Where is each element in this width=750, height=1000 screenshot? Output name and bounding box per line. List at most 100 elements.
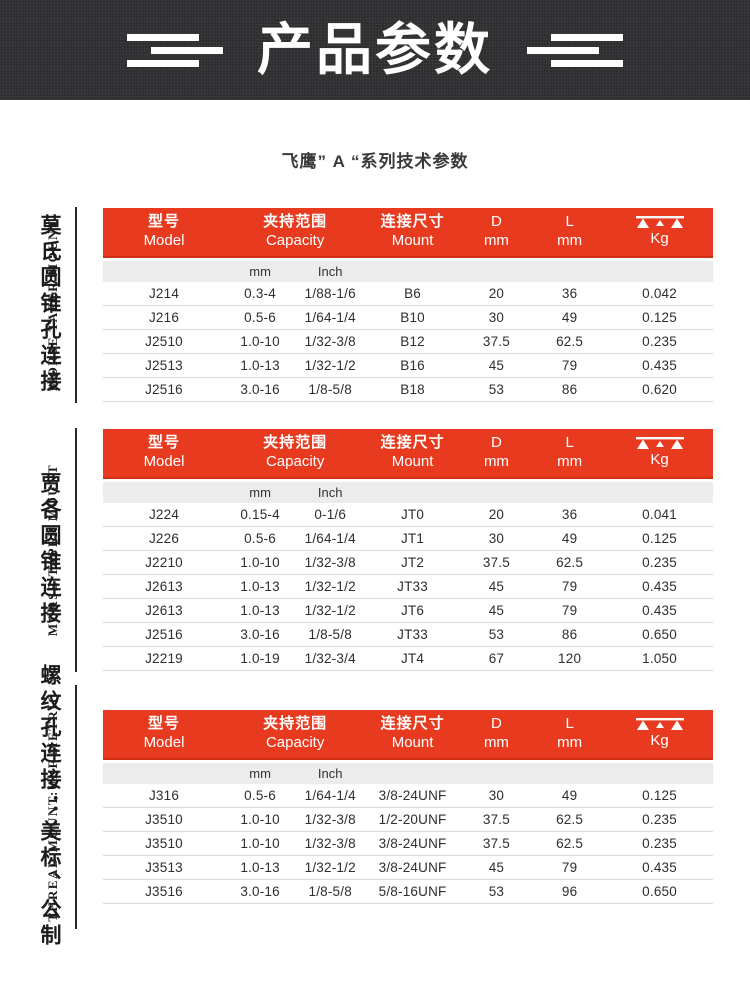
table-body: J224 0.15-4 0-1/6 JT0 20 36 0.041 J226 0.5-6 1/64…	[103, 503, 713, 671]
table-cell: 0.235	[642, 555, 677, 570]
table-cell: 1.0-13	[240, 358, 280, 373]
table-cell: 79	[561, 358, 578, 373]
table-cell: 45	[488, 579, 505, 594]
table-cell: 1/32-1/2	[304, 603, 356, 618]
table-cell: 1/64-1/4	[304, 310, 356, 325]
table-cell: 0.620	[642, 382, 677, 397]
table-row: J3510 1.0-10 1/32-3/8 1/2-20UNF 37.5 62.5 0.23…	[103, 808, 713, 832]
table-cell: B18	[400, 382, 425, 397]
header-model: 型号 Model	[143, 434, 185, 470]
triple-lines-icon	[127, 33, 223, 67]
table-cell: JT2	[401, 555, 425, 570]
table-cell: J224	[148, 507, 180, 522]
table-cell: 1.0-10	[240, 836, 280, 851]
table-cell: 0.235	[642, 812, 677, 827]
table-cell: 67	[488, 651, 505, 666]
table-cell: 62.5	[556, 334, 584, 349]
table-row: J2219 1.0-19 1/32-3/4 JT4 67 120 1.050	[103, 647, 713, 671]
unit-mm: mm	[249, 766, 271, 781]
table-cell: B12	[400, 334, 425, 349]
table-cell: 0.435	[642, 579, 677, 594]
table-cell: J2210	[145, 555, 183, 570]
table-cell: 0.125	[642, 788, 677, 803]
table-row: J226 0.5-6 1/64-1/4 JT1 30 49 0.125	[103, 527, 713, 551]
table-row: J2510 1.0-10 1/32-3/8 B12 37.5 62.5 0.235	[103, 330, 713, 354]
table-cell: JT33	[397, 579, 428, 594]
triple-lines-icon	[527, 33, 623, 67]
table-row: J3513 1.0-13 1/32-1/2 3/8-24UNF 45 79 0.435	[103, 856, 713, 880]
header-capacity: 夹持范围 Capacity	[263, 213, 328, 249]
table-cell: 1/32-1/2	[304, 860, 356, 875]
table-cell: JT0	[401, 507, 425, 522]
table-cell: 0.041	[642, 507, 677, 522]
header-kg: Kg	[606, 215, 713, 249]
table-cell: 45	[488, 860, 505, 875]
table-cell: J2613	[145, 603, 183, 618]
unit-inch: Inch	[317, 485, 343, 500]
table-cell: 49	[561, 531, 578, 546]
table-cell: 45	[488, 358, 505, 373]
table-cell: B16	[400, 358, 425, 373]
table-cell: 1/32-3/8	[304, 812, 356, 827]
table-cell: 45	[488, 603, 505, 618]
table-cell: 86	[561, 627, 578, 642]
table-cell: 1.0-19	[240, 651, 280, 666]
header-mount: 连接尺寸 Mount	[380, 213, 445, 249]
page-title: 产品参数	[257, 18, 493, 81]
section-label-rail: 贾各圆锥连接 MORSE TAPER MOUNT	[0, 428, 103, 672]
table-cell: 0.650	[642, 627, 677, 642]
table-cell: 0.650	[642, 884, 677, 899]
table-cell: 1/64-1/4	[304, 531, 356, 546]
balance-scale-icon	[635, 717, 684, 730]
table-cell: 0.5-6	[244, 531, 276, 546]
header-kg: Kg	[606, 436, 713, 470]
table-section-morse-taper: 莫氏圆锥孔连接 MORSE TAPER MOUNT 型号 Model 夹持范围 Ca…	[0, 207, 750, 403]
table-row: J2210 1.0-10 1/32-3/8 JT2 37.5 62.5 0.235	[103, 551, 713, 575]
table-cell: 20	[488, 286, 505, 301]
table-cell: 1/32-3/4	[304, 651, 356, 666]
table-row: J3516 3.0-16 1/8-5/8 5/8-16UNF 53 96 0.650	[103, 880, 713, 904]
table-cell: 62.5	[556, 555, 584, 570]
table-cell: 0.235	[642, 334, 677, 349]
table-cell: 3.0-16	[240, 627, 280, 642]
table-cell: 1/32-3/8	[304, 836, 356, 851]
unit-inch: Inch	[317, 766, 343, 781]
table-cell: 1/32-1/2	[304, 358, 356, 373]
table-row: J216 0.5-6 1/64-1/4 B10 30 49 0.125	[103, 306, 713, 330]
table-cell: 79	[561, 579, 578, 594]
table-cell: 53	[488, 382, 505, 397]
table-cell: 53	[488, 627, 505, 642]
table-cell: 53	[488, 884, 505, 899]
section-label-en: MORSE TAPER MOUNT	[45, 218, 60, 392]
table-cell: 1/64-1/4	[304, 788, 356, 803]
table-cell: JT1	[401, 531, 425, 546]
table-cell: 1.0-10	[240, 555, 280, 570]
unit-mm: mm	[249, 485, 271, 500]
table-cell: 49	[561, 310, 578, 325]
table-cell: J3510	[145, 836, 183, 851]
unit-mm: mm	[249, 264, 271, 279]
vertical-divider	[75, 428, 77, 672]
table-cell: 1/32-3/8	[304, 334, 356, 349]
table-cell: JT33	[397, 627, 428, 642]
table-row: J2516 3.0-16 1/8-5/8 B18 53 86 0.620	[103, 378, 713, 402]
table-cell: 96	[561, 884, 578, 899]
header-kg: Kg	[606, 717, 713, 751]
table-cell: 1.0-13	[240, 860, 280, 875]
table-cell: J2513	[145, 358, 183, 373]
table-cell: 1.0-13	[240, 579, 280, 594]
table-cell: J316	[148, 788, 180, 803]
table-row: J3510 1.0-10 1/32-3/8 3/8-24UNF 37.5 62.5 0.23…	[103, 832, 713, 856]
table-cell: 3/8-24UNF	[378, 788, 447, 803]
table-cell: 37.5	[482, 836, 510, 851]
table-cell: 79	[561, 603, 578, 618]
table-row: J214 0.3-4 1/88-1/6 B6 20 36 0.042	[103, 282, 713, 306]
header-capacity: 夹持范围 Capacity	[263, 434, 328, 470]
table-cell: 30	[488, 310, 505, 325]
table-row: J224 0.15-4 0-1/6 JT0 20 36 0.041	[103, 503, 713, 527]
